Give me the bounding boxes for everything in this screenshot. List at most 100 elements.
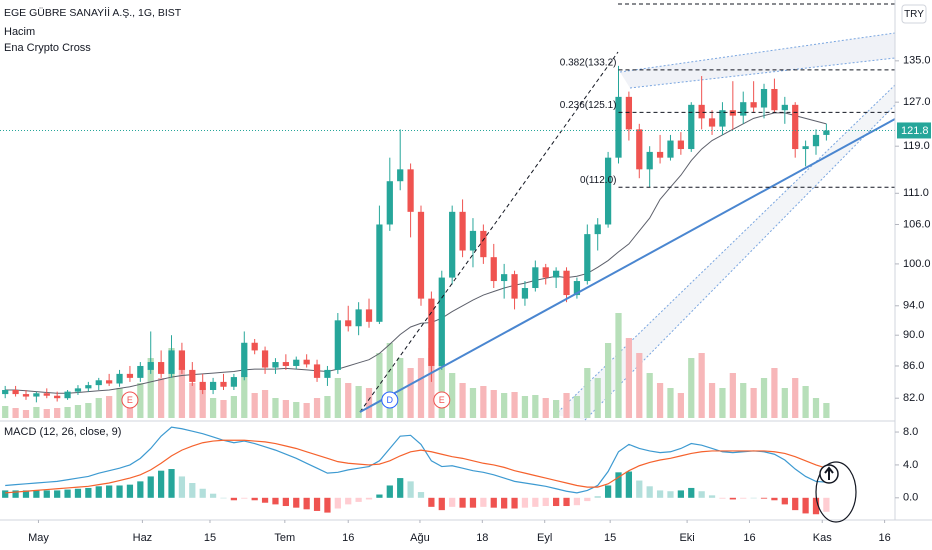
macd-histogram-bar	[2, 490, 9, 498]
candle-body	[750, 102, 757, 108]
macd-histogram-bar	[438, 497, 445, 511]
macd-y-tick-label: 0.0	[903, 492, 918, 504]
y-tick-label: 135.0	[903, 55, 931, 67]
macd-histogram-bar	[334, 497, 341, 509]
macd-histogram-bar	[740, 497, 747, 499]
volume-bar	[116, 388, 123, 418]
axis-layer: 82.0 86.0 90.0 94.0 100.0 106.0 111.0 119.0 127.…	[28, 55, 931, 544]
macd-histogram-bar	[199, 488, 206, 498]
candle-body	[459, 211, 466, 251]
candle-body	[147, 362, 154, 370]
volume-bar	[760, 378, 768, 418]
candle-body	[698, 104, 705, 119]
macd-histogram-bar	[771, 497, 778, 501]
candle-body	[812, 134, 820, 147]
volume-bar	[584, 368, 591, 418]
candle-body	[251, 342, 258, 351]
volume-bar	[521, 396, 529, 418]
volume-bar	[158, 378, 165, 418]
candle-body	[521, 288, 529, 299]
candle-body	[511, 274, 518, 299]
volume-bar	[490, 390, 497, 418]
macd-histogram-bar	[355, 497, 362, 502]
currency-button[interactable]	[901, 4, 927, 24]
macd-histogram-bar	[209, 493, 217, 498]
volume-bar	[802, 386, 809, 418]
volume-bar	[272, 398, 279, 418]
volume-bar	[54, 408, 61, 418]
event-marker	[433, 391, 451, 409]
macd-histogram-bar	[137, 481, 144, 498]
candle-body	[85, 385, 92, 389]
macd-histogram-bar	[189, 483, 196, 498]
candle-body	[615, 96, 622, 158]
candle-body	[33, 393, 40, 397]
macd-histogram-bar	[116, 485, 123, 498]
macd-histogram-bar	[573, 497, 581, 506]
event-label: E	[127, 395, 133, 405]
volume-bar	[220, 400, 227, 418]
macd-histogram-bar	[532, 497, 539, 507]
y-tick-label: 82.0	[903, 392, 924, 404]
candle-body	[54, 395, 61, 399]
macd-histogram-bar	[521, 497, 529, 508]
macd-histogram-bar	[469, 497, 477, 508]
macd-histogram-bar	[459, 497, 466, 508]
macd-histogram-bar	[272, 497, 279, 505]
currency-label[interactable]: TRY	[904, 9, 924, 20]
x-tick-label: 16	[342, 532, 354, 544]
volume-bar	[85, 403, 92, 418]
candle-body	[168, 350, 175, 374]
macd-histogram-bar	[178, 476, 186, 498]
macd-histogram-bar	[220, 497, 227, 499]
macd-histogram-bar	[303, 497, 310, 510]
candle-body	[740, 102, 747, 116]
macd-histogram-bar	[625, 471, 633, 498]
arrow-icon	[824, 466, 834, 480]
candle-body	[594, 224, 601, 235]
macd-histogram-bar	[158, 470, 165, 498]
legend-volume: Hacim	[4, 26, 35, 38]
trend-line	[359, 118, 896, 413]
candle-body	[719, 110, 726, 127]
volume-bar	[261, 390, 269, 418]
candle-body	[209, 381, 217, 390]
candle-body	[272, 362, 279, 368]
candle-body	[449, 211, 456, 278]
candle-body	[313, 364, 321, 378]
candle-body	[324, 369, 331, 378]
y-tick-label: 94.0	[903, 300, 924, 312]
last-price-box	[897, 122, 931, 139]
volume-bar	[282, 400, 289, 418]
volume-bar	[594, 378, 601, 418]
candle-body	[407, 169, 414, 212]
y-tick-label: 86.0	[903, 360, 924, 372]
volume-bar	[313, 398, 321, 418]
volume-bar	[417, 358, 425, 418]
volume-bar	[407, 368, 414, 418]
y-tick-label: 111.0	[903, 187, 929, 199]
macd-histogram-bar	[615, 472, 622, 498]
volume-bar	[667, 388, 674, 418]
candle-body	[792, 104, 799, 150]
candle-body	[553, 270, 560, 278]
signal-line	[5, 439, 827, 494]
macd-histogram-bar	[480, 497, 487, 507]
candle-body	[823, 130, 830, 135]
volume-bar	[573, 396, 581, 418]
channel-fill	[620, 33, 895, 88]
fib-trend-line	[359, 51, 619, 413]
volume-bar	[293, 402, 300, 418]
macd-histogram-bar	[85, 487, 92, 498]
volume-bar	[147, 358, 154, 418]
candle-body	[220, 381, 227, 387]
x-tick-label: Haz	[133, 532, 153, 544]
macd-histogram-bar	[95, 486, 102, 498]
candle-body	[469, 230, 477, 251]
fib-label: 0.236(125.1)	[560, 100, 617, 111]
candle-body	[802, 146, 809, 150]
macd-histogram-bar	[594, 496, 601, 498]
macd-histogram-bar	[750, 497, 757, 499]
candle-body	[656, 151, 664, 158]
candle-body	[230, 377, 238, 387]
